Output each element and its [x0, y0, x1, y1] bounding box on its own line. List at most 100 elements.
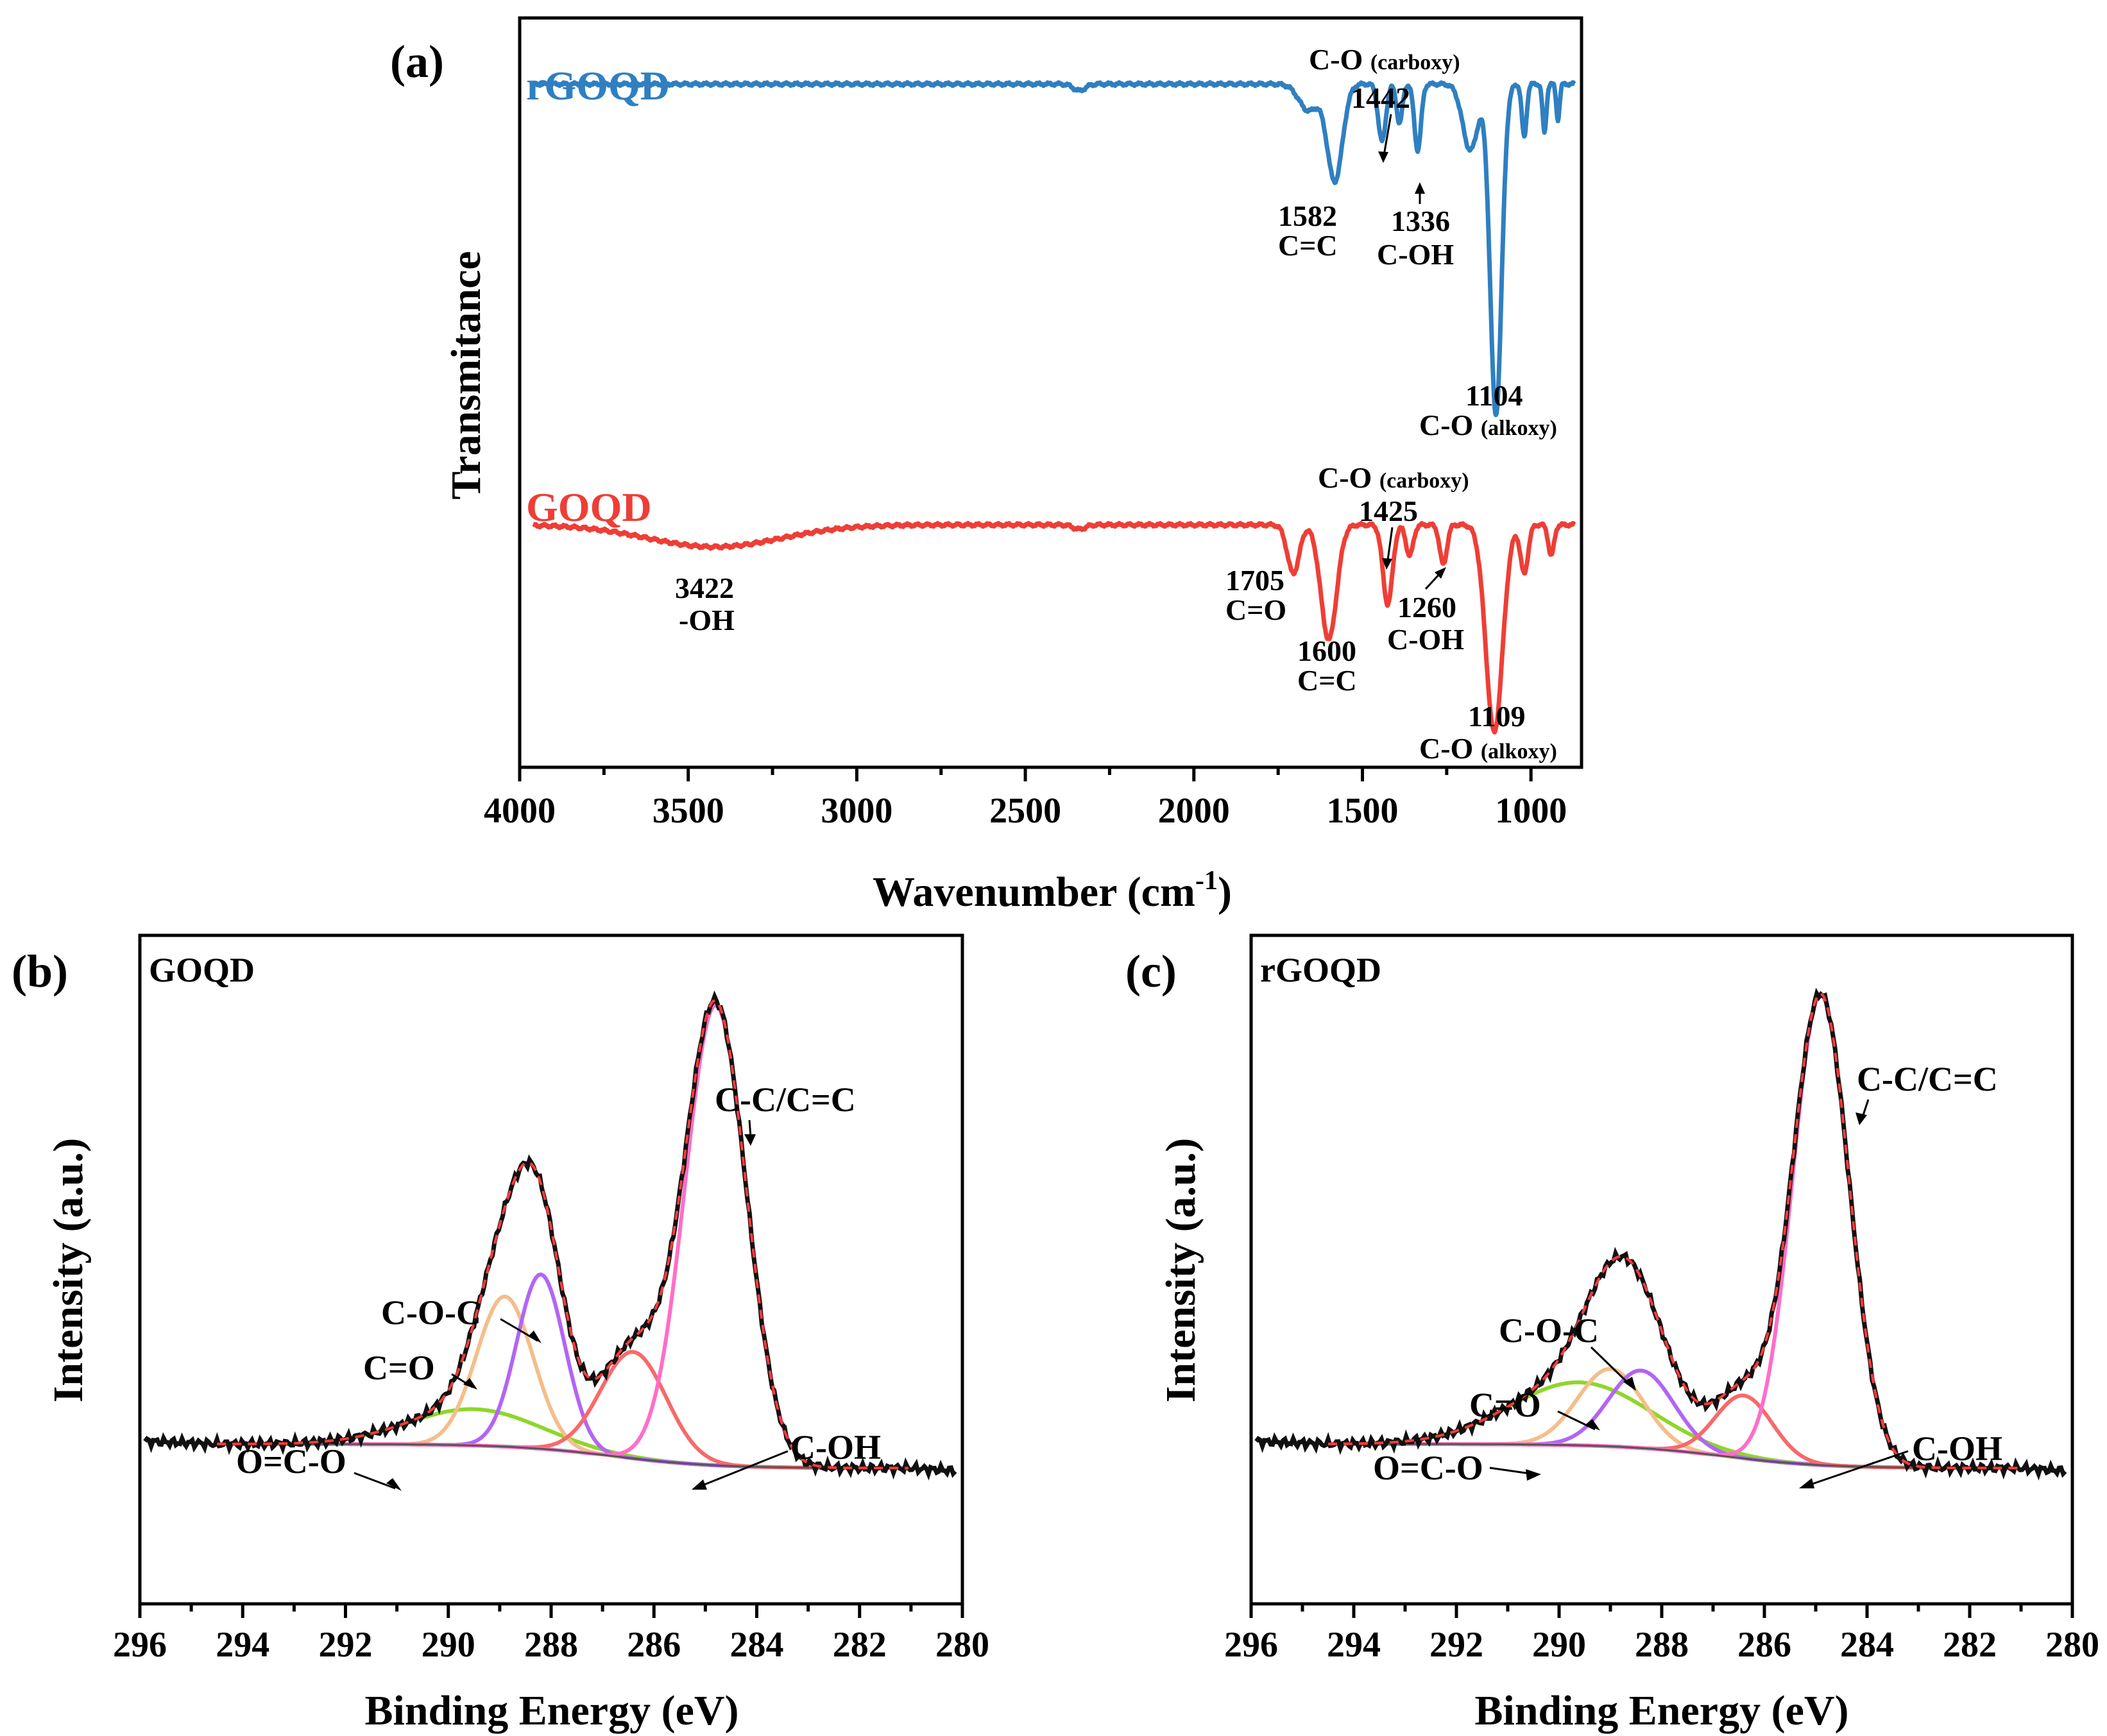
xps-rgoqd-x-tick-label: 284	[1840, 1625, 1894, 1665]
ftir-x-axis-label: Wavenumber (cm-1)	[873, 866, 1232, 915]
arrowhead-b-coh	[692, 1479, 707, 1490]
peak-assign-1600: C=C	[1297, 664, 1357, 697]
xps-rgoqd-x-tick-label: 290	[1532, 1625, 1586, 1665]
ftir-x-tick-label: 4000	[484, 791, 556, 831]
xps-goqd-component-0	[217, 1003, 908, 1470]
peak-assign-1705: C=O	[1225, 593, 1286, 626]
xps-rgoqd-envelope	[1328, 992, 2018, 1470]
xps-goqd-x-tick-label: 294	[216, 1625, 269, 1665]
label-b-oco: O=C-O	[236, 1442, 346, 1481]
ftir-panel: (a) Transmitance 4000 3500 3000 2500 2000 150…	[390, 16, 1583, 915]
peak-label-1109: 1109	[1468, 700, 1525, 733]
xps-goqd-background	[217, 1443, 906, 1469]
label-c-oco: O=C-O	[1373, 1449, 1483, 1487]
peak-assign-1104: C-O (alkoxy)	[1419, 409, 1557, 441]
ftir-x-tick-label: 3500	[653, 791, 724, 831]
rgoqd-peak-1104: 1104 C-O (alkoxy)	[1419, 379, 1557, 441]
arrowhead-1442	[1378, 151, 1388, 163]
peak-label-1104: 1104	[1465, 379, 1523, 412]
rgoqd-peak-1582: 1582 C=C	[1278, 200, 1338, 262]
arrow-b-coh	[697, 1450, 789, 1488]
arrow-b-ccc	[748, 1119, 752, 1137]
arrowhead-c-coh	[1799, 1478, 1814, 1488]
xps-rgoqd-y-axis-label: Intensity (a.u.)	[1157, 1138, 1204, 1403]
arrow-c-co	[1557, 1410, 1596, 1431]
label-b-coh: C-OH	[790, 1428, 881, 1467]
goqd-peak-1109: 1109 C-O (alkoxy)	[1419, 700, 1557, 765]
arrowhead-1425	[1382, 558, 1392, 570]
ftir-y-axis-label: Transmitance	[443, 251, 490, 499]
ftir-x-ticks: 4000 3500 3000 2500 2000 1500 1000	[484, 767, 1567, 831]
xps-rgoqd-x-tick-label: 280	[2045, 1625, 2099, 1665]
xps-goqd-x-tick-label: 292	[319, 1625, 373, 1665]
ftir-x-tick-label: 2500	[989, 791, 1061, 831]
xps-goqd-x-tick-label: 288	[524, 1625, 578, 1665]
xps-rgoqd-x-axis-label: Binding Energy (eV)	[1474, 1687, 1848, 1734]
xps-rgoqd-x-tick-label: 288	[1635, 1625, 1689, 1665]
label-c-coc: C-O-C	[1499, 1311, 1599, 1350]
goqd-peak-1705: 1705 C=O	[1225, 564, 1286, 626]
ftir-x-tick-label: 1500	[1326, 791, 1398, 831]
label-c-co: C=O	[1469, 1386, 1541, 1424]
peak-assign-3422: -OH	[679, 604, 735, 636]
arrowhead-c-coc	[1623, 1377, 1636, 1391]
xps-goqd-x-tick-label: 282	[833, 1625, 887, 1665]
xps-goqd-panel: (b) GOQD Intensity (a.u.) 296 294 292 290 28…	[12, 933, 989, 1734]
peak-assign-1109: C-O (alkoxy)	[1419, 732, 1557, 765]
xps-goqd-x-ticks: 296 294 292 290 288 286 284 282 280	[113, 1604, 989, 1665]
arrowhead-c-ccc	[1855, 1112, 1867, 1125]
peak-label-1425: 1425	[1359, 495, 1418, 527]
xps-goqd-x-tick-label: 280	[935, 1625, 989, 1665]
arrowhead-1336	[1415, 182, 1425, 194]
arrowhead-b-oco	[386, 1478, 402, 1491]
arrowhead-b-co	[463, 1378, 477, 1390]
ftir-x-tick-label: 1000	[1495, 791, 1567, 831]
ftir-plot-frame	[518, 16, 1583, 769]
arrow-b-oco	[354, 1472, 396, 1490]
peak-label-3422: 3422	[675, 572, 734, 604]
arrowhead-c-co	[1586, 1419, 1600, 1431]
xps-rgoqd-x-tick-label: 282	[1943, 1625, 1997, 1665]
xps-goqd-x-tick-label: 296	[113, 1625, 167, 1665]
peak-assign-1582: C=C	[1278, 229, 1338, 262]
xps-rgoqd-x-tick-label: 292	[1429, 1625, 1483, 1665]
peak-label-1600: 1600	[1297, 634, 1356, 667]
peak-label-1705: 1705	[1225, 564, 1284, 597]
rgoqd-peak-1336: 1336 C-OH	[1377, 182, 1454, 271]
peak-label-1336: 1336	[1391, 205, 1450, 237]
legend-goqd: GOQD	[526, 484, 652, 530]
xps-goqd-x-tick-label: 290	[422, 1625, 475, 1665]
xps-rgoqd-curves	[1254, 987, 2067, 1481]
xps-goqd-plot-frame	[138, 933, 964, 1606]
peak-assign-1425: C-O (carboxy)	[1318, 461, 1469, 494]
label-c-ccc: C-C/C=C	[1857, 1060, 1998, 1098]
peak-label-1582: 1582	[1278, 200, 1337, 232]
xps-rgoqd-x-tick-label: 296	[1224, 1625, 1278, 1665]
panel-c-label: (c)	[1125, 946, 1177, 997]
arrowhead-c-oco	[1526, 1469, 1541, 1481]
xps-goqd-x-tick-label: 286	[627, 1625, 681, 1665]
arrowhead-b-coc	[529, 1331, 542, 1343]
goqd-peak-1260: 1260 C-OH	[1387, 567, 1464, 656]
xps-rgoqd-plot-frame	[1249, 933, 2074, 1606]
xps-rgoqd-x-tick-label: 286	[1737, 1625, 1791, 1665]
peak-label-1260: 1260	[1397, 591, 1456, 624]
peak-assign-1260: C-OH	[1387, 623, 1464, 656]
xps-goqd-x-axis-label: Binding Energy (eV)	[364, 1687, 738, 1734]
peak-assign-1336: C-OH	[1377, 238, 1454, 271]
xps-rgoqd-x-tick-label: 294	[1327, 1625, 1381, 1665]
xps-rgoqd-background	[1328, 1443, 2017, 1469]
rgoqd-peak-1442: C-O (carboxy) 1442	[1309, 43, 1460, 163]
arrowhead-b-ccc	[744, 1134, 756, 1146]
arrow-1425	[1386, 527, 1394, 565]
arrow-c-coc	[1590, 1346, 1634, 1388]
ftir-x-tick-label: 3000	[821, 791, 892, 831]
panel-b-label: (b)	[12, 946, 68, 997]
label-b-co: C=O	[363, 1349, 435, 1387]
goqd-peak-3422: 3422 -OH	[675, 572, 735, 636]
goqd-peak-1425: C-O (carboxy) 1425	[1318, 461, 1469, 570]
ftir-x-tick-label: 2000	[1158, 791, 1230, 831]
label-b-coc: C-O-C	[381, 1293, 481, 1332]
xps-goqd-y-axis-label: Intensity (a.u.)	[45, 1138, 92, 1403]
peak-label-1442: 1442	[1351, 81, 1410, 114]
